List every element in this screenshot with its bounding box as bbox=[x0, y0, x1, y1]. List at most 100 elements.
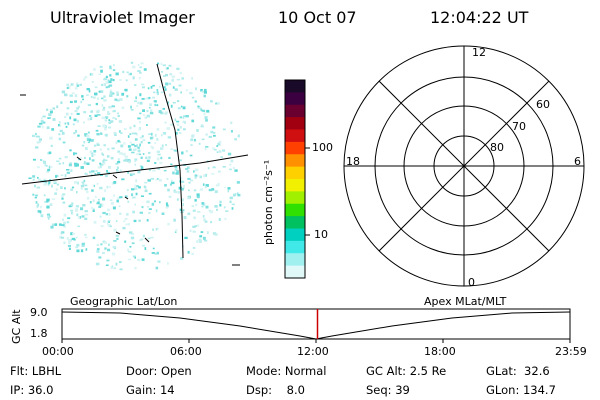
uv-speckle bbox=[184, 122, 186, 124]
uv-speckle bbox=[231, 203, 235, 206]
uv-speckle bbox=[141, 135, 144, 138]
uv-speckle bbox=[136, 104, 139, 107]
uv-speckle bbox=[140, 156, 143, 159]
uv-speckle bbox=[76, 163, 79, 167]
uv-speckle bbox=[42, 121, 46, 124]
uv-speckle bbox=[214, 233, 218, 236]
uv-speckle bbox=[88, 89, 91, 93]
uv-speckle bbox=[151, 202, 155, 206]
uv-speckle bbox=[213, 131, 216, 134]
uv-speckle bbox=[108, 80, 112, 84]
uv-speckle bbox=[156, 104, 159, 107]
uv-speckle bbox=[220, 156, 223, 158]
uv-speckle bbox=[141, 244, 145, 247]
uv-speckle bbox=[131, 193, 134, 197]
uv-speckle bbox=[91, 73, 94, 76]
uv-speckle bbox=[94, 173, 97, 175]
uv-speckle bbox=[81, 181, 84, 184]
uv-speckle bbox=[113, 194, 115, 197]
uv-speckle bbox=[134, 100, 137, 102]
uv-speckle bbox=[113, 267, 117, 270]
uv-speckle bbox=[77, 134, 80, 137]
uv-speckle bbox=[58, 124, 60, 127]
uv-speckle bbox=[94, 195, 97, 198]
uv-speckle bbox=[155, 266, 159, 270]
uv-speckle bbox=[200, 109, 203, 112]
uv-speckle bbox=[181, 188, 184, 191]
uv-speckle bbox=[177, 128, 180, 131]
uv-speckle bbox=[199, 235, 203, 238]
uv-speckle bbox=[49, 215, 52, 218]
uv-speckle bbox=[64, 116, 67, 118]
uv-speckle bbox=[117, 150, 121, 153]
uv-speckle bbox=[35, 194, 38, 197]
uv-speckle bbox=[100, 225, 104, 228]
uv-speckle bbox=[119, 98, 123, 101]
uv-speckle bbox=[178, 84, 182, 87]
uv-speckle bbox=[150, 236, 154, 239]
mlt-label-6: 6 bbox=[574, 155, 581, 168]
uv-speckle bbox=[89, 115, 92, 117]
uv-speckle bbox=[104, 116, 109, 118]
uv-speckle bbox=[76, 243, 80, 247]
uv-speckle bbox=[160, 91, 164, 94]
uv-speckle bbox=[84, 156, 86, 159]
uv-speckle bbox=[63, 241, 66, 244]
uv-speckle bbox=[166, 204, 169, 208]
uv-speckle bbox=[122, 226, 126, 230]
status-mode: Mode: Normal bbox=[246, 364, 327, 378]
uv-speckle bbox=[116, 166, 119, 170]
uv-speckle bbox=[132, 148, 137, 151]
uv-speckle bbox=[56, 105, 59, 109]
uv-speckle bbox=[101, 203, 104, 207]
uv-speckle bbox=[107, 110, 110, 114]
uv-speckle bbox=[67, 85, 71, 89]
uv-speckle bbox=[182, 120, 186, 123]
uv-speckle bbox=[115, 262, 118, 266]
uv-speckle bbox=[164, 112, 168, 115]
uv-speckle bbox=[113, 64, 115, 66]
uv-speckle bbox=[98, 199, 101, 202]
uv-speckle bbox=[46, 213, 50, 216]
uv-speckle bbox=[148, 208, 152, 210]
uv-speckle bbox=[131, 143, 135, 146]
uv-speckle bbox=[91, 170, 95, 173]
uv-speckle bbox=[148, 151, 151, 154]
uv-speckle bbox=[185, 115, 189, 118]
uv-emission-speckles bbox=[28, 61, 241, 271]
uv-speckle bbox=[134, 132, 137, 135]
uv-speckle bbox=[127, 135, 130, 138]
uv-speckle bbox=[140, 238, 144, 240]
uv-speckle bbox=[167, 262, 169, 265]
uv-speckle bbox=[158, 178, 162, 182]
uv-speckle bbox=[212, 126, 216, 129]
status-seq: Seq: 39 bbox=[366, 383, 410, 397]
uv-speckle bbox=[107, 171, 111, 175]
uv-speckle bbox=[165, 144, 167, 146]
uv-speckle bbox=[203, 112, 206, 116]
uv-speckle bbox=[134, 160, 137, 163]
uv-speckle bbox=[112, 110, 115, 113]
uv-speckle bbox=[136, 185, 139, 187]
colorbar-stripe bbox=[285, 141, 305, 155]
polar-plot bbox=[343, 45, 585, 287]
uv-speckle bbox=[67, 217, 71, 220]
uv-speckle bbox=[68, 205, 72, 208]
uv-speckle bbox=[137, 101, 139, 105]
uv-speckle bbox=[171, 78, 174, 82]
uv-speckle bbox=[62, 218, 64, 221]
uv-speckle bbox=[166, 101, 169, 104]
uv-speckle bbox=[172, 171, 175, 175]
uv-speckle bbox=[126, 188, 129, 192]
uv-speckle bbox=[156, 89, 159, 92]
uv-speckle bbox=[115, 220, 118, 222]
uv-speckle bbox=[176, 170, 179, 173]
uv-speckle bbox=[66, 237, 69, 240]
uv-speckle bbox=[217, 142, 221, 146]
uv-speckle bbox=[87, 141, 90, 144]
uv-speckle bbox=[131, 173, 136, 176]
uv-speckle bbox=[127, 248, 129, 252]
uv-speckle bbox=[37, 210, 42, 213]
uv-speckle bbox=[92, 199, 95, 202]
uv-speckle bbox=[177, 107, 181, 110]
